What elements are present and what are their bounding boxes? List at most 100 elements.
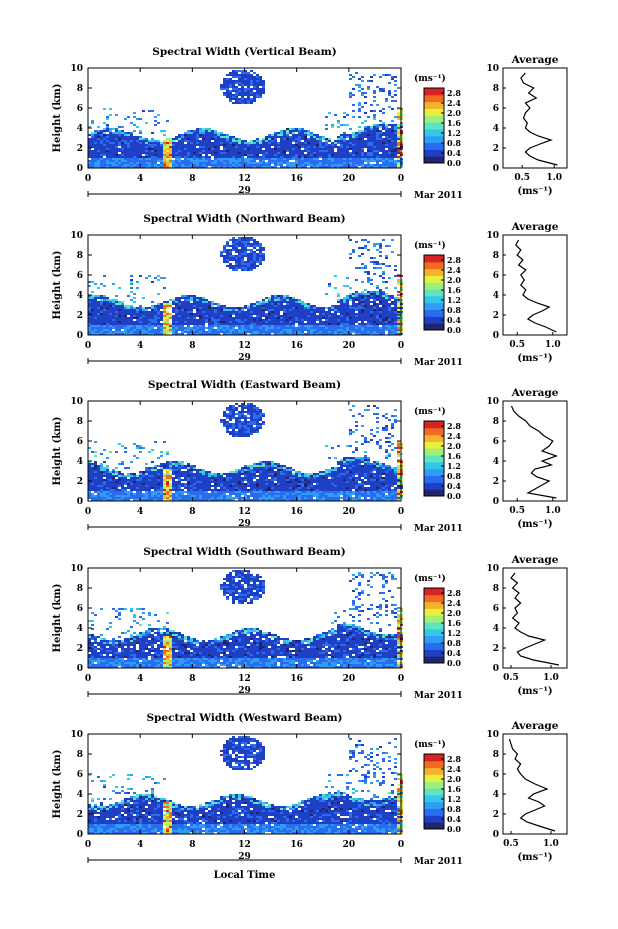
colorbar-tick-label: 0.0: [447, 824, 461, 834]
colorbar-segment: [424, 801, 444, 810]
average-profile-line: [520, 72, 558, 166]
colorbar-tick-label: 1.6: [447, 285, 461, 295]
x-tick-label: 12: [238, 507, 251, 517]
month-label: Mar 2011: [414, 524, 463, 534]
y-tick-label: 8: [77, 84, 83, 94]
colorbar-tick-label: 0.8: [447, 305, 461, 315]
colorbar-segment: [424, 302, 444, 311]
colorbar-tick-label: 2.0: [447, 608, 461, 618]
average-y-tick-label: 4: [493, 291, 499, 301]
colorbar-segment: [424, 642, 444, 650]
average-title: Average: [511, 221, 559, 233]
colorbar-segment: [424, 781, 444, 789]
average-y-tick-label: 8: [493, 584, 499, 594]
y-tick-label: 6: [77, 271, 83, 281]
average-profile-line: [510, 405, 559, 499]
x-tick-label: 20: [343, 341, 356, 351]
month-label: Mar 2011: [414, 691, 463, 701]
y-tick-label: 4: [77, 790, 83, 800]
average-y-tick-label: 4: [493, 624, 499, 634]
average-y-tick-label: 0: [493, 164, 499, 174]
average-x-tick-label: 0.5: [509, 340, 525, 350]
colorbar-segment: [424, 489, 444, 497]
average-y-tick-label: 2: [493, 144, 499, 154]
colorbar-tick-label: 1.6: [447, 618, 461, 628]
panel-title: Spectral Width (Northward Beam): [143, 213, 345, 225]
colorbar-tick-label: 2.8: [447, 88, 461, 98]
colorbar-segment: [424, 108, 444, 116]
average-y-tick-label: 4: [493, 790, 499, 800]
colorbar-segment: [424, 815, 444, 823]
y-tick-label: 4: [77, 457, 83, 467]
month-label: Mar 2011: [414, 191, 463, 201]
x-tick-label: 4: [137, 174, 143, 184]
colorbar-tick-label: 0.4: [447, 481, 461, 491]
average-x-axis-label: (ms⁻¹): [517, 686, 552, 697]
y-tick-label: 6: [77, 604, 83, 614]
heatmap-cells: [88, 237, 403, 335]
x-tick-label: 0: [398, 341, 404, 351]
colorbar-segment: [424, 482, 444, 490]
colorbar-segment: [424, 142, 444, 150]
y-tick-label: 6: [77, 770, 83, 780]
panel-0: Spectral Width (Vertical Beam) Height (km…: [52, 46, 568, 201]
colorbar-segment: [424, 622, 444, 630]
average-y-tick-label: 6: [493, 437, 499, 447]
colorbar-segment: [424, 788, 444, 796]
average-profile-line: [510, 572, 560, 666]
average-y-tick-label: 10: [486, 64, 499, 74]
y-tick-label: 6: [77, 104, 83, 114]
y-tick-label: 10: [70, 64, 83, 74]
colorbar-segment: [424, 649, 444, 657]
y-axis-label: Height (km): [52, 584, 63, 653]
day-label: 29: [238, 519, 251, 529]
colorbar-segment: [424, 135, 444, 144]
colorbar-segment: [424, 475, 444, 483]
y-tick-label: 8: [77, 584, 83, 594]
colorbar-segment: [424, 282, 444, 290]
y-tick-label: 8: [77, 251, 83, 261]
average-title: Average: [511, 720, 559, 732]
x-tick-label: 8: [189, 840, 195, 850]
x-tick-label: 8: [189, 341, 195, 351]
colorbar-tick-label: 2.8: [447, 255, 461, 265]
average-profile: Average 0 2 4 6 8 10 0.5 1.0 (ms⁻¹): [486, 221, 568, 364]
x-tick-label: 8: [189, 507, 195, 517]
colorbar-segment: [424, 434, 444, 442]
panel-1: Spectral Width (Northward Beam) Height (k…: [52, 213, 568, 368]
average-y-tick-label: 6: [493, 770, 499, 780]
heatmap-cells: [88, 570, 403, 668]
y-tick-label: 10: [70, 564, 83, 574]
x-tick-label: 12: [238, 840, 251, 850]
x-tick-label: 16: [290, 840, 303, 850]
month-label: Mar 2011: [414, 358, 463, 368]
y-axis-label: Height (km): [52, 750, 63, 819]
average-y-tick-label: 0: [493, 664, 499, 674]
colorbar-segment: [424, 608, 444, 616]
x-tick-label: 0: [398, 840, 404, 850]
y-tick-label: 10: [70, 730, 83, 740]
average-x-axis-label: (ms⁻¹): [517, 519, 552, 530]
colorbar: (ms⁻¹) 0.00.40.81.21.62.02.42.8: [414, 573, 461, 668]
month-label: Mar 2011: [414, 857, 463, 867]
colorbar-tick-label: 0.8: [447, 471, 461, 481]
average-y-tick-label: 2: [493, 311, 499, 321]
colorbar-segment: [424, 156, 444, 164]
x-tick-label: 20: [343, 174, 356, 184]
average-y-tick-label: 2: [493, 644, 499, 654]
panel-title: Spectral Width (Vertical Beam): [152, 46, 336, 58]
panel-2: Spectral Width (Eastward Beam) Height (km…: [52, 379, 568, 534]
colorbar-unit-label: (ms⁻¹): [414, 73, 446, 84]
colorbar-segment: [424, 316, 444, 324]
x-tick-label: 20: [343, 674, 356, 684]
x-tick-label: 20: [343, 507, 356, 517]
y-tick-label: 8: [77, 750, 83, 760]
average-y-tick-label: 2: [493, 810, 499, 820]
colorbar-tick-label: 1.6: [447, 784, 461, 794]
average-profile-line: [515, 239, 557, 333]
heatmap-cells: [88, 736, 403, 834]
average-x-axis-label: (ms⁻¹): [517, 852, 552, 863]
colorbar-segment: [424, 122, 444, 130]
y-tick-label: 2: [77, 144, 83, 154]
y-tick-label: 4: [77, 624, 83, 634]
